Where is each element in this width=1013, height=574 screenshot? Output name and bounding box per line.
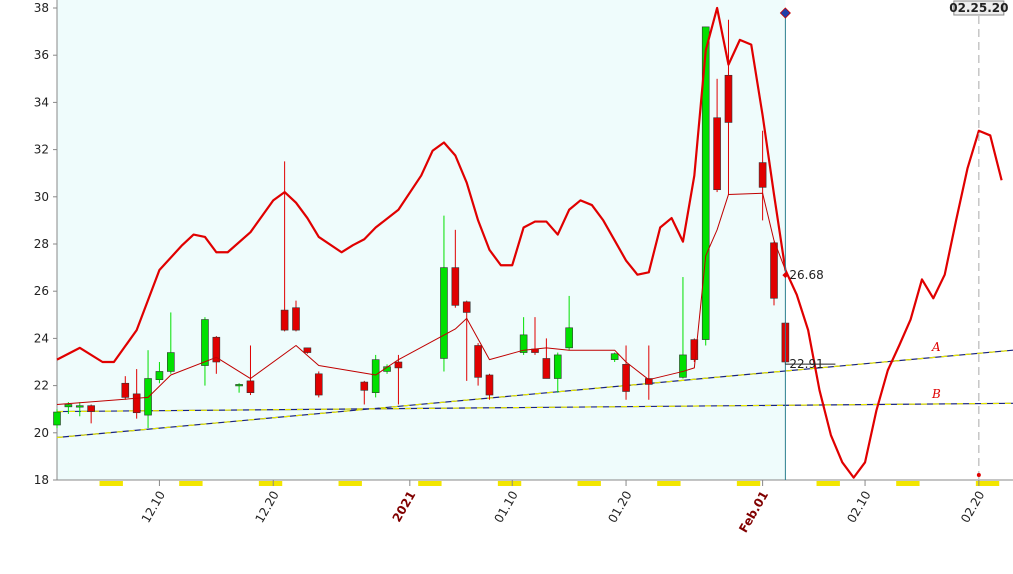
candle-body [485, 374, 494, 396]
candle-body [167, 352, 175, 372]
history-region [57, 0, 786, 480]
candle-body [360, 381, 369, 391]
y-tick-label: 20 [34, 426, 49, 440]
weekend-block [577, 481, 601, 486]
candle-body [645, 378, 653, 385]
trend-line-dash [56, 402, 1013, 413]
candle-body [519, 334, 528, 353]
candle-body [246, 380, 255, 393]
candle-body [701, 26, 710, 340]
weekend-block [657, 481, 681, 486]
candle-body [679, 354, 687, 378]
candle-body [292, 307, 300, 331]
weekend-block [258, 481, 283, 486]
weekend-block [896, 481, 920, 486]
price-marker [782, 272, 789, 279]
y-tick-label: 22 [34, 379, 49, 393]
forecast-line [56, 6, 1003, 479]
y-tick-label: 30 [34, 190, 49, 204]
price-label: 26.68 [789, 268, 823, 282]
candle-body [451, 267, 460, 306]
candle-body [121, 382, 130, 398]
date-label: 02.25.20 [949, 1, 1008, 15]
date-marker-dot [976, 473, 981, 477]
y-tick-label: 38 [34, 1, 49, 15]
candle-body [280, 309, 289, 331]
moving-average [56, 192, 786, 405]
candle-body [610, 353, 619, 360]
y-tick-label: 36 [34, 48, 49, 62]
weekend-block [418, 481, 442, 486]
candle-body [64, 404, 73, 408]
trend-line-label: A [931, 340, 941, 354]
candle-body [553, 354, 562, 379]
weekend-block [975, 481, 1000, 486]
trend-line-dash [56, 349, 1013, 439]
candle-body [713, 117, 721, 191]
date-label-box [953, 0, 1005, 16]
candle-body [155, 371, 164, 381]
candle-body [770, 242, 778, 299]
weekend-block [179, 481, 203, 486]
y-tick-label: 18 [34, 473, 49, 487]
weekend-block [816, 481, 840, 486]
weekend-block [338, 481, 362, 486]
candle-body [724, 74, 733, 123]
y-tick-label: 34 [34, 95, 49, 109]
trend-line-label: B [931, 387, 941, 401]
weekend-block [99, 481, 123, 486]
candle-body [565, 327, 573, 349]
price-label: 22.91 [789, 357, 823, 371]
candle-body [394, 361, 403, 369]
candle-body [53, 411, 61, 426]
candle-body [235, 384, 243, 387]
cursor-diamond [779, 7, 791, 19]
candle-body [542, 358, 551, 379]
candle-body [758, 162, 767, 188]
y-tick-label: 32 [34, 143, 49, 157]
candle-body [690, 339, 699, 360]
weekend-block [736, 481, 761, 486]
candle-body [75, 405, 84, 408]
candle-body [87, 405, 95, 412]
candle-body [212, 336, 221, 363]
candle-body [474, 345, 482, 378]
candle-body [314, 373, 323, 396]
y-tick-label: 24 [34, 331, 49, 345]
y-tick-label: 28 [34, 237, 49, 251]
weekend-block [497, 481, 522, 486]
y-tick-label: 26 [34, 284, 49, 298]
candle-body [303, 347, 312, 353]
candle-body [371, 359, 380, 393]
candle-body [201, 319, 209, 366]
candle-body [622, 364, 630, 392]
candle-body [462, 301, 471, 313]
candle-body [440, 267, 448, 359]
candle-body [132, 393, 141, 414]
